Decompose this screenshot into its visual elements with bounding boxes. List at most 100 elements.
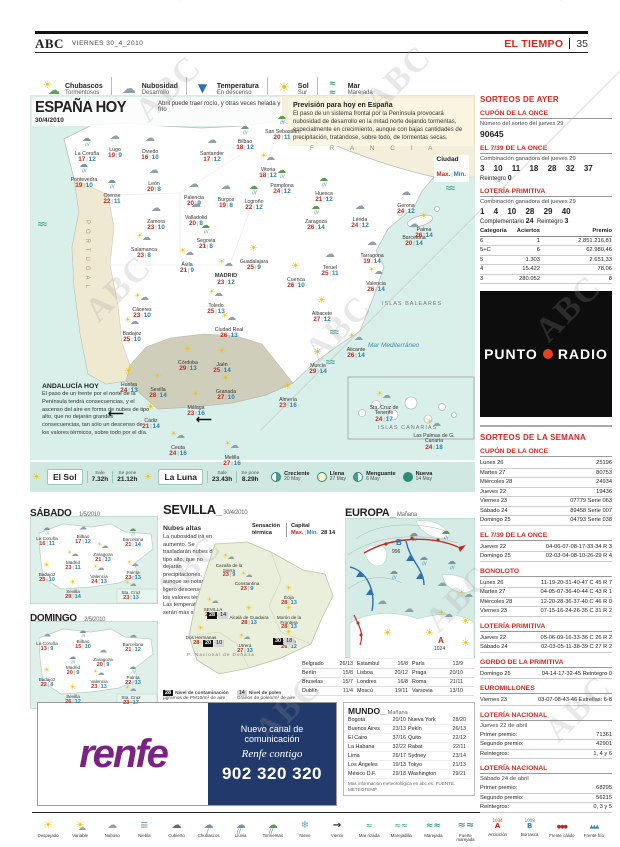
lottery-row: Miércoles 28 24934	[480, 478, 612, 488]
page-number: 35	[576, 37, 588, 50]
moon-phase: Menguante 6 May	[353, 471, 396, 483]
minimap-city: Sevilla 29|14	[53, 574, 93, 600]
weather-icon	[364, 238, 380, 249]
symbol-icon	[425, 820, 441, 833]
city-marker: Alicante 26|14	[333, 331, 379, 360]
issue-date: VIERNES 30_4_2010	[71, 40, 144, 47]
city-name: Cáceres	[132, 306, 152, 313]
symbol-label: Nuboso	[104, 833, 120, 838]
weather-icon	[125, 685, 138, 694]
city-marker: San Sebastián 20|11	[259, 113, 305, 142]
el739-head: EL 7/39 DE LA ONCE	[480, 145, 612, 154]
weather-icon	[422, 629, 438, 640]
weather-icon	[406, 530, 422, 544]
city-name: Pamplona	[270, 182, 294, 189]
city-temps: 24|17	[375, 415, 393, 423]
andalucia-title: ANDALUCÍA HOY	[42, 383, 99, 390]
city-marker: MADRID 23|12	[203, 257, 249, 286]
weather-icon	[260, 152, 276, 163]
weather-icon	[246, 183, 262, 197]
weather-icon	[322, 250, 338, 261]
symbol-legend-item: Nuboso	[96, 816, 128, 843]
symbol-legend-item: Despejado	[32, 816, 64, 843]
symbol-legend-item: Marejada	[417, 816, 449, 843]
symbol-legend-item: Cubierto	[160, 816, 192, 843]
nacional2-sub: Sábado 24 de abril	[480, 776, 529, 782]
weather-icon	[280, 382, 296, 393]
weather-icon	[67, 654, 80, 665]
map-label: ISLAS BALEARES	[382, 301, 443, 307]
city-name: Huesca	[315, 190, 333, 197]
weather-icon	[386, 568, 402, 582]
map-label: ⟵	[196, 414, 212, 426]
city-temps: 22|11	[103, 198, 121, 206]
sevilla-city: Cazalla de la Sierra 23|9	[209, 548, 249, 579]
moonrise: Sale 23.43h	[207, 471, 236, 483]
weather-icon	[43, 81, 61, 97]
cupon-semana-head: CUPÓN DE LA ONCE	[480, 448, 612, 457]
weather-icon	[204, 136, 220, 147]
weather-icon	[195, 81, 213, 97]
city-temps: 21|9	[180, 267, 194, 275]
weather-icon	[41, 525, 54, 536]
city-temps: 24|18	[425, 443, 443, 451]
city-marker: Burgos 19|8	[203, 181, 249, 210]
weather-icon	[195, 625, 208, 633]
minimap-city: La Coruña 13|9	[27, 626, 67, 652]
city-marker: Pamplona 24|12	[259, 167, 305, 196]
legend-title: Mar	[347, 82, 361, 90]
city-name: Albacete	[311, 310, 333, 317]
city-marker: Oviedo 16|10	[127, 133, 173, 162]
minimap-city: Valencia 23|13	[79, 664, 119, 690]
weather-icon	[276, 81, 294, 97]
el739-combo: 3 10 11 18 28 32 37	[480, 164, 593, 173]
minimap-city: Zaragoza 21|13	[83, 537, 123, 563]
city-marker: Cuenca 26|10	[273, 261, 319, 290]
symbol-icon	[297, 820, 313, 833]
primitiva-combo: 1 4 10 28 29 40	[480, 207, 571, 216]
cupon-once-number: 90645	[480, 129, 504, 139]
symbol-legend-item: Tormentas	[257, 816, 289, 843]
sevilla-text: La nubosidad irá en aumento. Se traslada…	[163, 534, 216, 616]
weather-legend: Chubascos Tormentosos Nubosidad Desarrol…	[35, 76, 465, 102]
city-temps: 29|13	[179, 365, 197, 373]
city-temps: 26|14	[367, 286, 385, 294]
lottery-row: Viernes 23 03-07-08-43-46 Estrellas: 6-8	[480, 696, 612, 706]
legend-title: Sol	[297, 82, 309, 90]
city-marker: Gerona 24|12	[383, 187, 429, 216]
symbol-icon	[586, 820, 602, 833]
weather-icon	[416, 554, 432, 568]
weather-icon	[120, 81, 138, 97]
scan-line	[180, 0, 620, 1]
ad-line2: Renfe contigo	[241, 748, 303, 760]
weather-icon	[246, 244, 262, 255]
lottery-row: Jueves 22 04-06-07-08-17-33-34 R 3	[480, 543, 612, 552]
renfe-ad[interactable]: renfe Nuevo canal de comunicación Renfe …	[37, 702, 337, 806]
symbol-icon	[40, 820, 56, 833]
city-name: Sevilla	[150, 386, 166, 393]
city-name: Melilla	[224, 454, 240, 461]
city-temps: 23|16	[187, 410, 205, 418]
city-marker: Sevilla 28|14	[135, 371, 181, 400]
legend-city-label: Ciudad	[436, 156, 459, 163]
weather-icon	[458, 639, 474, 650]
city-marker: Las Palmas de G. Canaria 24|18	[411, 417, 457, 451]
city-marker: Ávila 21|9	[164, 246, 210, 275]
symbol-legend-item: Viento	[321, 816, 353, 843]
weather-icon	[458, 589, 474, 600]
city-marker: Lérida 24|12	[337, 201, 383, 230]
symbol-icon	[393, 820, 409, 833]
ad-line1: Nuevo canal de comunicación	[240, 724, 304, 744]
sevilla-map: Cazalla de la Sierra 23|9 Constantina 23…	[185, 540, 338, 688]
symbol-icon	[265, 820, 281, 838]
weather-icon	[326, 80, 344, 98]
lottery-row: Sábado 24 02-03-05-11-38-39 C 27 R 2	[480, 643, 612, 653]
punto-radio-ad[interactable]: PUNTO RADIO	[480, 291, 612, 417]
city-temps: 25|11	[321, 270, 339, 278]
minimap-city: Barcelona 21|14	[113, 522, 153, 548]
map-label: ≈≈	[446, 183, 455, 193]
lottery-row: Domingo 25 02-03-04-08-10-26-29 R 4	[480, 552, 612, 562]
europa-table-row: Bruselas 15/7 Londres 16/8 Roma 21/11	[302, 678, 474, 687]
legend-sub: En descenso	[216, 89, 252, 96]
city-marker: Orense 22|11	[89, 177, 135, 206]
